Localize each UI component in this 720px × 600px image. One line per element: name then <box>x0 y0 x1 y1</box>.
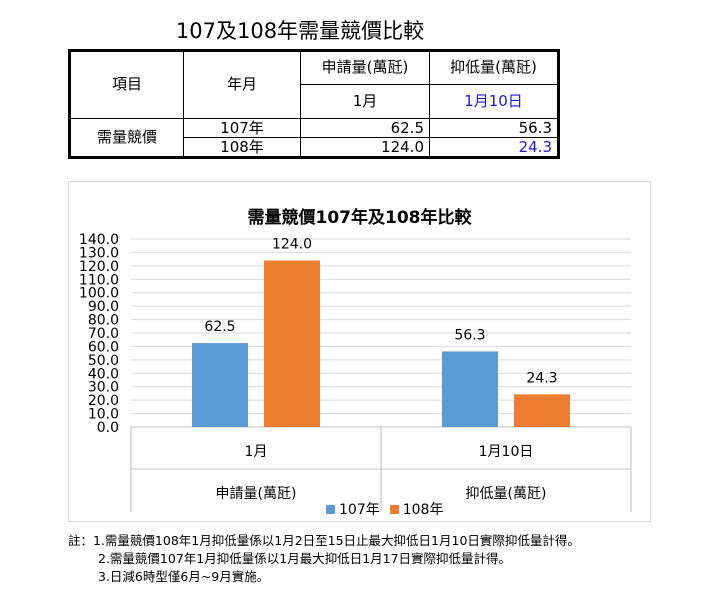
data-label: 24.3 <box>526 370 557 386</box>
header-suppress: 抑低量(萬瓩) <box>429 50 559 85</box>
data-label: 62.5 <box>204 319 235 335</box>
data-label: 124.0 <box>272 236 312 252</box>
y-tick-label: 30.0 <box>88 380 119 396</box>
bar-107年-1 <box>442 351 498 427</box>
data-label: 56.3 <box>454 327 485 343</box>
y-tick-label: 70.0 <box>88 326 119 342</box>
bar-107年-0 <box>192 343 248 427</box>
x-group-label: 抑低量(萬瓩) <box>466 486 547 502</box>
y-tick-label: 40.0 <box>88 366 119 382</box>
y-tick-label: 80.0 <box>88 313 119 329</box>
x-group-label: 申請量(萬瓩) <box>216 486 297 502</box>
y-tick-label: 100.0 <box>79 286 119 302</box>
x-category-label: 1月10日 <box>479 444 534 460</box>
header-suppress-day: 1月10日 <box>429 83 559 119</box>
y-tick-label: 60.0 <box>88 339 119 355</box>
y-tick-label: 0.0 <box>97 420 119 436</box>
legend-label-107: 107年 <box>339 502 380 518</box>
legend-label-108: 108年 <box>402 502 444 518</box>
y-tick-label: 50.0 <box>88 353 119 369</box>
row-label: 需量競價 <box>69 117 184 159</box>
bar-chart: 0.010.020.030.040.050.060.070.080.090.01… <box>79 232 632 512</box>
chart-container: 需量競價107年及108年比較 0.0 10.0 20.0 30.0 40.0 50.0 6… <box>68 181 651 522</box>
header-apply: 申請量(萬瓩) <box>300 50 430 85</box>
header-item: 項目 <box>69 50 184 119</box>
legend-item-107: 107年 <box>326 499 380 519</box>
y-tick-label: 90.0 <box>88 299 119 315</box>
y-tick-label: 110.0 <box>79 272 119 288</box>
summary-table: 項目 年月 申請量(萬瓩) 抑低量(萬瓩) 1月 1月10日 需量競價 107年… <box>68 49 560 159</box>
x-category-label: 1月 <box>245 444 268 460</box>
legend-item-108: 108年 <box>389 499 444 519</box>
y-tick-label: 130.0 <box>79 245 119 261</box>
header-apply-month: 1月 <box>300 83 430 119</box>
cell-suppress-107: 56.3 <box>429 117 559 139</box>
bar-108年-0 <box>264 260 320 427</box>
y-tick-label: 10.0 <box>88 407 119 423</box>
bar-108年-1 <box>514 394 570 427</box>
chart-title: 需量競價107年及108年比較 <box>247 208 472 228</box>
cell-suppress-108: 24.3 <box>429 137 559 158</box>
legend-swatch-107 <box>326 504 335 514</box>
footnotes: 註：1.需量競價108年1月抑低量係以1月2日至15日止最大抑低日1月10日實際… <box>68 532 580 586</box>
cell-apply-108: 124.0 <box>300 137 430 158</box>
header-yearmonth: 年月 <box>183 50 301 119</box>
row-year-108: 108年 <box>183 137 301 158</box>
footnote-1: 註：1.需量競價108年1月抑低量係以1月2日至15日止最大抑低日1月10日實際… <box>68 533 580 548</box>
y-tick-label: 120.0 <box>79 259 119 275</box>
page-title: 107及108年需量競價比較 <box>175 19 425 43</box>
legend-swatch-108 <box>389 504 399 514</box>
y-tick-label: 20.0 <box>88 393 119 409</box>
row-year-107: 107年 <box>183 117 301 139</box>
footnote-3: 3.日減6時型僅6月~9月實施。 <box>98 569 270 584</box>
chart-legend: 107年 108年 <box>326 499 453 519</box>
footnote-2: 2.需量競價107年1月抑低量係以1月最大抑低日1月17日實際抑低量計得。 <box>98 551 512 566</box>
y-tick-label: 140.0 <box>79 232 119 248</box>
cell-apply-107: 62.5 <box>300 117 430 139</box>
